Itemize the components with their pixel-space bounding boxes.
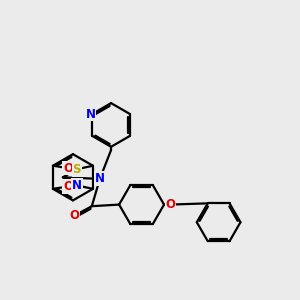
Text: N: N bbox=[85, 107, 96, 121]
Text: O: O bbox=[166, 198, 176, 211]
Text: N: N bbox=[72, 179, 82, 192]
Text: O: O bbox=[63, 161, 73, 175]
Text: N: N bbox=[95, 172, 105, 185]
Text: O: O bbox=[63, 180, 73, 193]
Text: O: O bbox=[69, 209, 79, 222]
Text: S: S bbox=[73, 163, 81, 176]
